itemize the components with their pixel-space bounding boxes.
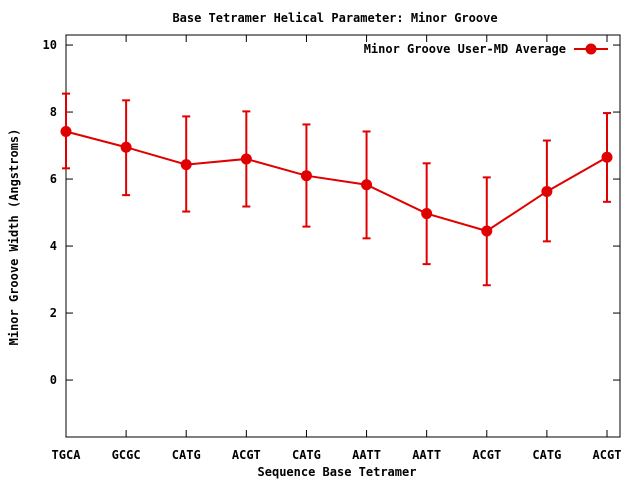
legend-marker-swatch <box>585 43 597 55</box>
x-tick-label: CATG <box>532 448 561 462</box>
data-point <box>601 151 613 163</box>
x-tick-label: CATG <box>292 448 321 462</box>
y-tick-label: 8 <box>50 105 57 119</box>
x-tick-label: ACGT <box>593 448 622 462</box>
data-point <box>240 153 252 165</box>
y-tick-label: 0 <box>50 373 57 387</box>
data-point <box>120 141 132 153</box>
chart-title: Base Tetramer Helical Parameter: Minor G… <box>172 11 497 25</box>
data-points <box>60 125 613 237</box>
legend-label: Minor Groove User-MD Average <box>364 42 566 56</box>
x-tick-label: TGCA <box>52 448 82 462</box>
plot-area-frame <box>65 34 621 438</box>
y-axis-label: Minor Groove Width (Angstroms) <box>7 129 21 346</box>
y-axis: 0 2 4 6 8 10 <box>43 38 620 387</box>
data-point <box>180 159 192 171</box>
x-tick-label: ACGT <box>232 448 261 462</box>
data-point <box>421 208 433 220</box>
data-point <box>541 185 553 197</box>
y-tick-label: 6 <box>50 172 57 186</box>
data-point <box>60 125 72 137</box>
series-line <box>65 130 608 233</box>
y-tick-label: 4 <box>50 239 57 253</box>
x-tick-label: GCGC <box>112 448 141 462</box>
legend: Minor Groove User-MD Average <box>364 42 608 56</box>
series-line-group <box>65 130 608 233</box>
x-tick-label: AATT <box>352 448 381 462</box>
data-point <box>361 179 373 191</box>
data-point <box>481 225 493 237</box>
x-tick-label: ACGT <box>472 448 501 462</box>
x-axis-label: Sequence Base Tetramer <box>258 465 417 479</box>
y-tick-label: 2 <box>50 306 57 320</box>
y-tick-label: 10 <box>43 38 57 52</box>
x-axis: TGCA GCGC CATG ACGT CATG AATT AATT ACGT CATG ACGT <box>52 35 622 462</box>
x-tick-label: AATT <box>412 448 441 462</box>
data-point <box>300 170 312 182</box>
x-tick-label: CATG <box>172 448 201 462</box>
